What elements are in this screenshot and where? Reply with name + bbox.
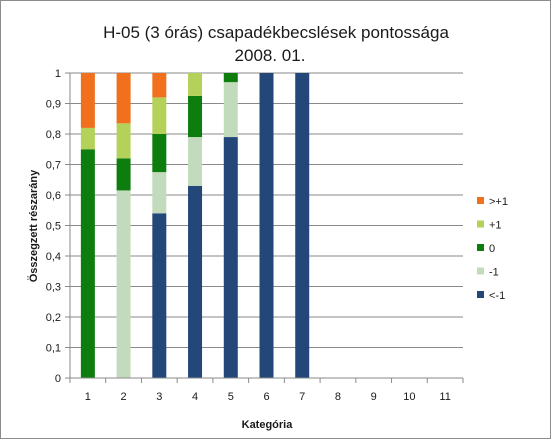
x-tick-label: 7 [299,391,305,403]
legend-label: -1 [489,267,499,279]
bar-segment [152,134,167,173]
bar-segment [152,97,167,134]
x-tick-label: 5 [228,391,234,403]
x-tick-labels: 1 2 3 4 5 6 7 8 9 10 11 [85,391,451,403]
x-axis-label: Kategória [242,419,294,431]
axes [69,73,464,383]
legend-label: +1 [489,220,502,232]
x-tick-label: 8 [335,391,341,403]
bar-segment [188,73,203,96]
legend-swatch [477,220,484,228]
bar-segment [188,95,203,138]
bar-segment [80,73,95,128]
bar-segment [223,137,238,378]
bar-segment [152,172,167,214]
bar-segment [80,127,95,150]
chart-title-line2: 2008. 01. [235,46,306,65]
x-tick-label: 4 [192,391,198,403]
bar-segment [152,73,167,98]
bar-segment [295,73,310,378]
x-tick-label: 10 [403,391,415,403]
x-tick-label: 6 [263,391,269,403]
y-tick-label: 0,7 [46,160,61,172]
legend-label: >+1 [489,196,508,208]
y-tick-label: 0,5 [46,221,61,233]
legend-label: <-1 [489,290,505,302]
y-tick-label: 0,4 [46,251,61,263]
x-tick-label: 3 [156,391,162,403]
y-tick-label: 0,6 [46,190,61,202]
bar-segment [223,73,238,83]
x-tick-label: 9 [371,391,377,403]
x-tick-label: 11 [439,391,450,403]
bars [80,73,310,378]
bar-segment [188,137,203,186]
legend-swatch [477,197,484,204]
bar-segment [188,185,203,378]
bar-segment [152,213,167,378]
legend-swatch [477,291,484,298]
y-axis-label: Összegzett részarány [27,169,40,282]
y-tick-label: 0,8 [46,129,61,141]
chart-title-line1: H-05 (3 órás) csapadékbecslések pontossá… [103,23,449,42]
y-tick-label: 0,1 [46,343,61,355]
bar-segment [223,82,238,138]
bar-segment [80,149,95,378]
bar-segment [116,158,131,191]
y-tick-label: 0,2 [46,312,61,324]
bar-segment [116,73,131,124]
y-tick-label: 0,9 [46,99,61,111]
y-tick-label: 0,3 [46,282,61,294]
y-tick-label: 0 [55,373,61,385]
legend-label: 0 [489,243,495,255]
bar-segment [259,73,274,378]
x-tick-label: 2 [121,391,127,403]
y-tick-label: 1 [55,68,61,80]
bar-segment [116,123,131,159]
legend: >+1 +1 0 -1 <-1 [477,196,508,302]
legend-swatch [477,244,484,251]
legend-swatch [477,267,484,275]
bar-segment [116,190,131,378]
x-tick-label: 1 [85,391,91,403]
y-tick-labels: 0 0,1 0,2 0,3 0,4 0,5 0,6 0,7 0,8 0,9 1 [46,68,61,385]
